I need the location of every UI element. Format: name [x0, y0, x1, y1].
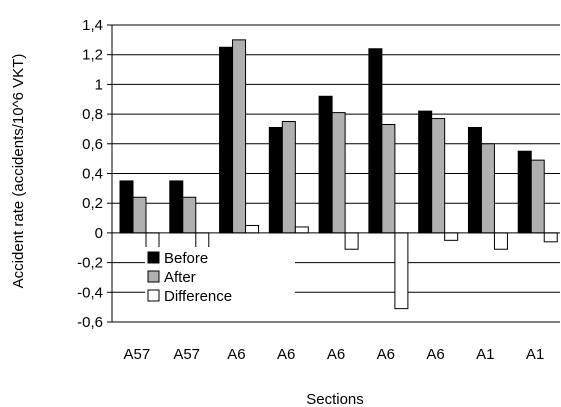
y-tick-label: -0,2: [77, 255, 103, 272]
legend-background: [145, 247, 295, 305]
bar-before-1: [169, 180, 184, 234]
x-tick-label: A57: [124, 346, 151, 363]
x-tick-label: A1: [526, 346, 544, 363]
bar-difference-6: [444, 232, 459, 241]
y-tick-label: 0: [95, 225, 103, 242]
bar-after-2: [232, 39, 247, 234]
x-tick-label: A1: [476, 346, 494, 363]
axes: [107, 24, 560, 323]
x-tick-label: A6: [277, 346, 295, 363]
x-tick-label: A6: [377, 346, 395, 363]
x-tick-labels: A57 A57 A6 A6 A6 A6 A6 A1 A1: [124, 346, 545, 363]
x-tick-label: A6: [426, 346, 444, 363]
y-tick-label: 0,6: [82, 136, 103, 153]
legend-swatch-before: [147, 251, 160, 264]
bar-after-8: [530, 159, 545, 234]
x-tick-label: A6: [227, 346, 245, 363]
y-tick-label: 0,8: [82, 106, 103, 123]
legend-label-before: Before: [164, 250, 208, 267]
bar-difference-7: [493, 232, 508, 250]
bar-after-7: [480, 143, 495, 234]
legend-swatch-after: [147, 270, 160, 283]
bar-difference-1: [195, 232, 210, 250]
y-tick-label: 1,2: [82, 47, 103, 64]
legend: Before After Difference: [145, 247, 295, 305]
bar-before-8: [517, 150, 532, 234]
x-tick-label: A57: [173, 346, 200, 363]
y-tick-label: 1,4: [82, 17, 103, 34]
bar-before-7: [467, 126, 482, 234]
legend-swatch-difference: [147, 289, 160, 302]
bar-before-0: [119, 180, 134, 234]
bar-before-3: [268, 126, 283, 234]
y-tick-label: 1: [95, 76, 103, 93]
y-axis-title: Accident rate (accidents/10^6 VKT): [10, 54, 27, 289]
bars: [119, 39, 558, 310]
bar-after-0: [132, 196, 147, 234]
bar-before-5: [368, 48, 383, 234]
bar-after-3: [281, 121, 296, 234]
x-tick-label: A6: [327, 346, 345, 363]
bar-difference-3: [294, 226, 309, 234]
bar-after-6: [431, 118, 446, 234]
legend-label-after: After: [164, 269, 196, 286]
y-tick-labels: -0,6 -0,4 -0,2 0 0,2 0,4 0,6 0,8 1 1,2 1,4: [77, 17, 103, 331]
bar-after-1: [182, 196, 197, 234]
bar-before-6: [418, 110, 433, 234]
bar-difference-5: [394, 232, 409, 310]
bar-after-4: [331, 112, 346, 234]
bar-difference-8: [543, 232, 558, 243]
y-tick-label: -0,6: [77, 314, 103, 331]
bar-difference-0: [145, 232, 160, 250]
y-tick-label: -0,4: [77, 284, 103, 301]
legend-label-difference: Difference: [164, 288, 232, 305]
x-axis-title: Sections: [306, 391, 364, 407]
bar-before-2: [219, 46, 234, 234]
y-tick-label: 0,4: [82, 166, 103, 183]
bar-after-5: [381, 123, 396, 234]
bar-difference-2: [245, 224, 260, 234]
y-tick-label: 0,2: [82, 195, 103, 212]
bar-difference-4: [344, 232, 359, 250]
bar-before-4: [318, 95, 333, 234]
